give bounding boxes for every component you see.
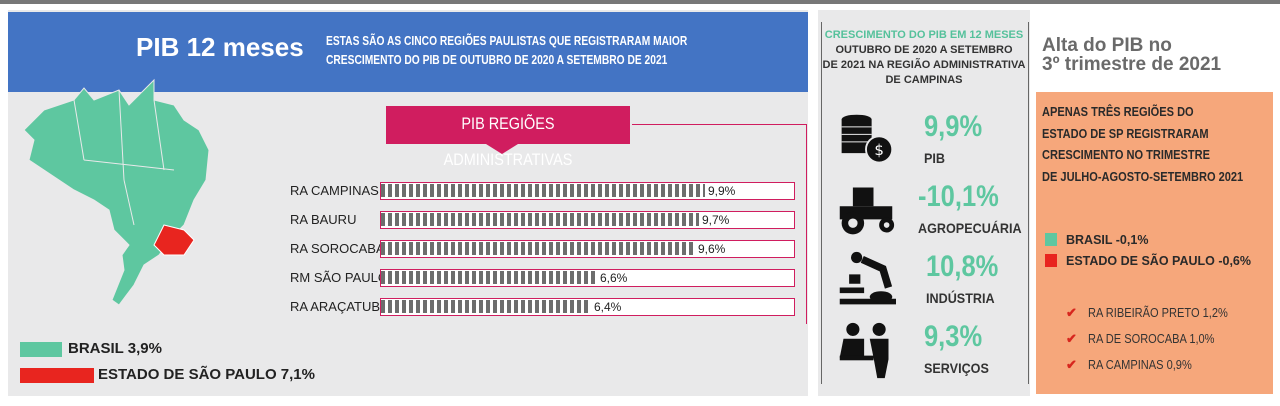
stat-label: PIB [924, 150, 946, 166]
stat-value: -10,1% [918, 180, 999, 213]
stat-label: INDÚSTRIA [926, 290, 995, 306]
right-title: Alta do PIB no 3º trimestre de 2021 [1042, 35, 1222, 75]
top-border [0, 0, 1280, 4]
bar [381, 242, 695, 255]
bar-track: 9,7% [380, 211, 795, 229]
middle-header: CRESCIMENTO DO PIB EM 12 MESES OUTUBRO D… [822, 29, 1026, 86]
chart-frame-line [806, 124, 807, 324]
bar-track: 9,9% [380, 182, 795, 200]
bar-label: RA CAMPINAS [290, 183, 379, 198]
bar [381, 184, 705, 197]
tractor-icon [839, 187, 895, 235]
stat-value: 9,9% [924, 110, 983, 143]
check-item: RA CAMPINAS 0,9% [1088, 357, 1192, 372]
legend-swatch-sp-q3 [1045, 254, 1057, 267]
bar-value-label: 9,7% [702, 213, 730, 227]
bar-track: 6,4% [380, 298, 795, 316]
stat-value: 10,8% [926, 250, 999, 283]
bar-value-label: 6,4% [594, 300, 622, 314]
check-item: RA RIBEIRÃO PRETO 1,2% [1088, 305, 1228, 320]
legend-swatch-sp [20, 368, 94, 383]
check-icon: ✔ [1066, 331, 1077, 346]
bar-row: RM SÃO PAULO 6,6% [290, 267, 800, 289]
orange-box-heading: APENAS TRÊS REGIÕES DO ESTADO DE SP REGIS… [1042, 104, 1244, 184]
bar-value-label: 9,6% [698, 242, 726, 256]
bar-row: RA SOROCABA 9,6% [290, 238, 800, 260]
brazil-map [23, 78, 210, 306]
stat-serviços: 9,3% SERVIÇOS [830, 320, 1030, 390]
money-coins-icon: $ [841, 114, 894, 164]
bar-row: RA CAMPINAS 9,9% [290, 180, 800, 202]
check-item: RA DE SOROCABA 1,0% [1088, 331, 1215, 346]
stat-label: SERVIÇOS [924, 360, 989, 376]
legend-brasil: BRASIL 3,9% [68, 340, 162, 357]
legend-brasil-q3: BRASIL -0,1% [1066, 233, 1149, 247]
legend-sp-q3: ESTADO DE SÃO PAULO -0,6% [1066, 254, 1251, 268]
bar-label: RA ARAÇATUBA [290, 299, 389, 314]
chart-title: PIB REGIÕES ADMINISTRATIVAS [386, 106, 630, 169]
banner: PIB 12 meses ESTAS SÃO AS CINCO REGIÕES … [8, 12, 808, 92]
stat-label: AGROPECUÁRIA [918, 220, 1022, 236]
check-icon: ✔ [1066, 357, 1077, 372]
bar-value-label: 9,9% [708, 184, 736, 198]
bar-track: 6,6% [380, 269, 795, 287]
bar [381, 213, 699, 226]
people-meeting-icon [839, 322, 889, 379]
stat-pib: $ 9,9% PIB [830, 110, 1030, 180]
page-title: PIB 12 meses [136, 32, 304, 62]
chart-title-pointer [486, 144, 518, 154]
divider [1028, 22, 1029, 384]
divider [821, 22, 822, 384]
bar-row: RA BAURU 9,7% [290, 209, 800, 231]
bar [381, 271, 597, 284]
bar-row: RA ARAÇATUBA 6,4% [290, 296, 800, 318]
stat-value: 9,3% [924, 320, 983, 353]
banner-subtitle: ESTAS SÃO AS CINCO REGIÕES PAULISTAS QUE… [326, 34, 688, 67]
bar [381, 300, 591, 313]
bar-track: 9,6% [380, 240, 795, 258]
legend-swatch-brasil-q3 [1045, 233, 1057, 246]
bar-label: RM SÃO PAULO [290, 270, 389, 285]
robot-arm-icon [839, 251, 896, 305]
orange-box [1036, 92, 1273, 394]
stat-agropecuária: -10,1% AGROPECUÁRIA [830, 180, 1030, 250]
legend-sp: ESTADO DE SÃO PAULO 7,1% [98, 366, 315, 383]
legend-swatch-brasil [20, 342, 62, 357]
bar-label: RA SOROCABA [290, 241, 385, 256]
chart-frame-line [632, 124, 807, 125]
bar-value-label: 6,6% [600, 271, 628, 285]
check-icon: ✔ [1066, 305, 1077, 320]
bar-label: RA BAURU [290, 212, 357, 227]
svg-text:$: $ [874, 141, 884, 159]
stat-indústria: 10,8% INDÚSTRIA [830, 250, 1030, 320]
